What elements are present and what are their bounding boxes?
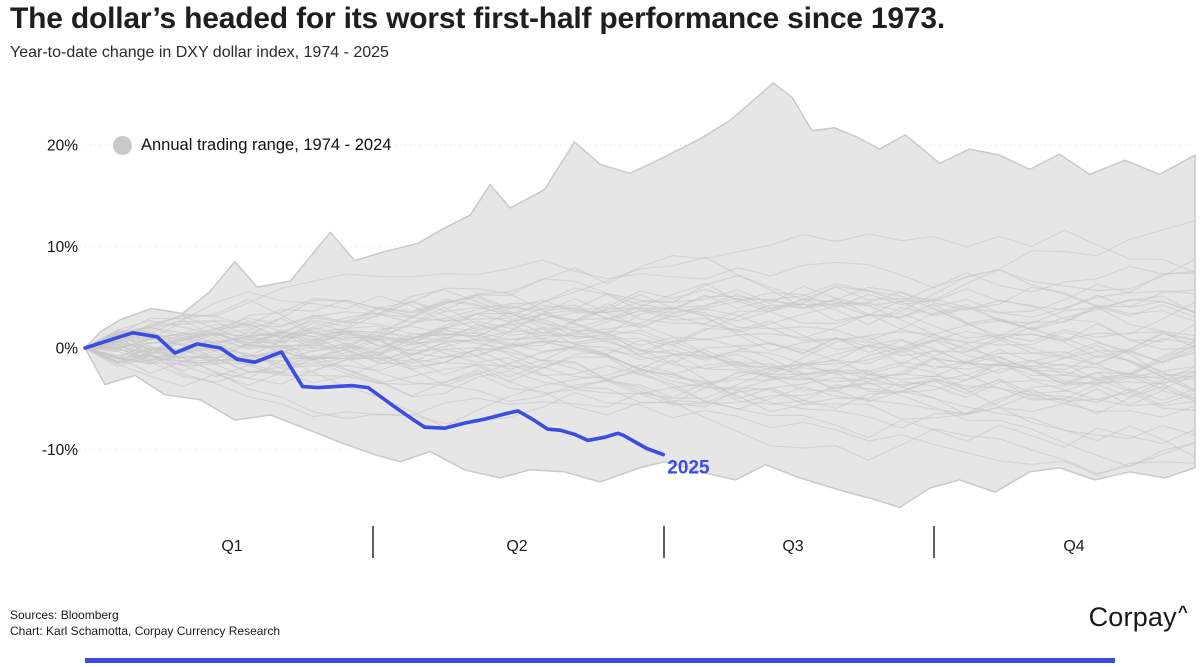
historical-year-line	[84, 259, 1196, 349]
historical-year-line	[84, 285, 1196, 364]
historical-year-line	[84, 283, 1196, 349]
historical-year-line	[84, 323, 1196, 415]
x-axis-label-Q4: Q4	[1063, 538, 1084, 555]
historical-year-line	[84, 347, 1196, 468]
y-tick-label: 20%	[47, 138, 78, 155]
y-tick-label: 10%	[47, 239, 78, 256]
historical-year-line	[84, 283, 1196, 368]
historical-year-line	[84, 317, 1196, 386]
bottom-accent-bar	[85, 658, 1115, 663]
corpay-logo-text: Corpay	[1088, 602, 1177, 632]
historical-year-line	[84, 346, 1196, 476]
x-axis-label-Q1: Q1	[221, 538, 242, 555]
y-tick-label: -10%	[42, 442, 78, 459]
historical-year-line	[84, 298, 1196, 374]
historical-year-line	[84, 286, 1196, 362]
historical-year-line	[84, 287, 1196, 366]
x-axis-label-Q3: Q3	[782, 538, 803, 555]
historical-year-line	[84, 300, 1196, 376]
line-2025	[83, 330, 666, 457]
line-2025-label: 2025	[667, 458, 710, 479]
historical-year-line	[84, 347, 1196, 429]
historical-year-line	[84, 291, 1196, 361]
page-title: The dollar’s headed for its worst first-…	[10, 2, 946, 35]
historical-year-line	[84, 270, 1196, 359]
source-note: Sources: Bloomberg	[10, 608, 119, 622]
chart-subtitle: Year-to-date change in DXY dollar index,…	[10, 44, 389, 61]
range-legend-label: Annual trading range, 1974 - 2024	[141, 136, 392, 154]
historical-year-line	[84, 256, 1196, 378]
range-legend: Annual trading range, 1974 - 2024	[113, 136, 391, 155]
corpay-logo-caret-icon: ^	[1177, 602, 1188, 621]
credit-note: Chart: Karl Schamotta, Corpay Currency R…	[10, 624, 281, 638]
x-axis-label-Q2: Q2	[506, 538, 527, 555]
historical-year-line	[84, 229, 1196, 349]
historical-year-line	[84, 347, 1196, 407]
historical-year-line	[84, 282, 1196, 349]
historical-year-line	[84, 343, 1196, 393]
historical-year-line	[84, 303, 1196, 372]
range-legend-swatch-icon	[113, 136, 132, 155]
corpay-logo: Corpay^	[1089, 602, 1188, 633]
y-tick-label: 0%	[56, 341, 79, 358]
historical-year-line	[84, 337, 1196, 418]
